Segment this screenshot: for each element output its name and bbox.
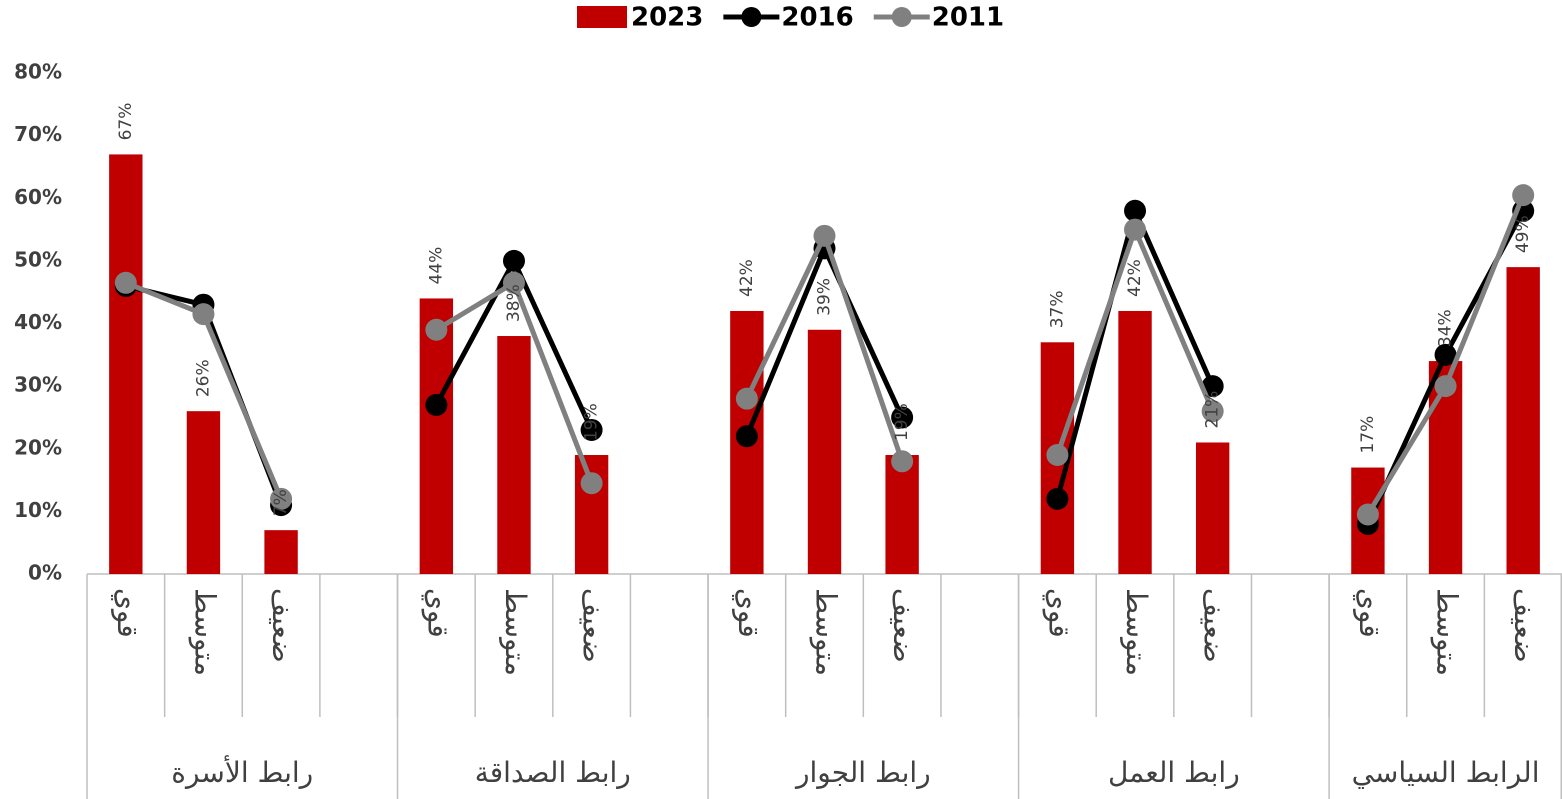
data-label: 34% (1436, 309, 1456, 347)
x-tick-label: ضعيف (266, 588, 299, 663)
marker (891, 406, 914, 429)
marker (1124, 218, 1147, 241)
group-label: رابط الأسرة (171, 754, 313, 789)
marker (1201, 400, 1224, 423)
y-tick-label: 10% (14, 498, 62, 522)
marker (1434, 343, 1457, 366)
bar (1118, 310, 1152, 574)
x-tick-label: متوسط (1431, 588, 1464, 676)
group-label: رابط العمل (1108, 756, 1240, 789)
data-label: 67% (116, 103, 136, 141)
bar (497, 336, 531, 574)
legend-swatch (891, 7, 912, 27)
marker (502, 249, 525, 272)
y-tick-label: 70% (14, 122, 62, 146)
data-label: 39% (815, 278, 835, 316)
data-label: 19% (582, 403, 602, 441)
marker (192, 303, 215, 326)
data-label: 49% (1513, 215, 1533, 253)
group-label: الرابط السياسي (1352, 756, 1540, 789)
data-label: 42% (737, 259, 757, 297)
marker (735, 425, 758, 448)
x-tick-label: ضعيف (577, 588, 610, 663)
data-label: 42% (1125, 259, 1145, 297)
x-tick-label: ضعيف (887, 588, 920, 663)
x-tick-label: ضعيف (1198, 588, 1231, 663)
x-tick-label: قوي (111, 588, 144, 638)
x-tick-label: متوسط (499, 588, 532, 676)
group-label: رابط الصداقة (475, 756, 631, 789)
legend-swatch (577, 6, 627, 28)
legend-label: 2023 (631, 3, 703, 33)
data-label: 7% (271, 489, 291, 516)
marker (1124, 199, 1147, 222)
bar (186, 411, 221, 574)
y-tick-label: 40% (14, 310, 62, 334)
data-label: 37% (1047, 290, 1067, 328)
marker (580, 418, 603, 441)
y-tick-label: 80% (14, 60, 62, 84)
marker (270, 487, 293, 510)
y-tick-label: 50% (14, 247, 62, 271)
data-label: 21% (1203, 391, 1223, 429)
marker (1356, 503, 1379, 526)
x-tick-label: قوي (1042, 588, 1075, 638)
bar (1506, 267, 1540, 574)
group-label: رابط الجوار (794, 756, 931, 789)
marker (502, 271, 525, 294)
legend-label: 2011 (932, 3, 1004, 33)
x-tick-label: متوسط (1120, 588, 1153, 676)
x-tick-label: قوي (421, 588, 454, 638)
marker (813, 224, 836, 247)
marker (891, 450, 914, 473)
marker (425, 393, 448, 416)
bar (109, 154, 143, 574)
marker (425, 318, 448, 341)
bar (419, 298, 454, 574)
data-label: 17% (1358, 416, 1378, 454)
y-tick-label: 0% (28, 561, 62, 585)
bar (1195, 442, 1230, 574)
x-tick-label: متوسط (810, 588, 843, 676)
x-tick-label: قوي (1353, 588, 1386, 638)
y-tick-label: 30% (14, 373, 62, 397)
y-tick-label: 60% (14, 185, 62, 209)
marker (114, 271, 137, 294)
marker (735, 387, 758, 410)
data-label: 38% (504, 284, 524, 322)
bar (885, 455, 919, 574)
y-tick-label: 20% (14, 435, 62, 459)
x-tick-label: ضعيف (1508, 588, 1541, 663)
marker (1434, 375, 1457, 398)
legend-swatch (741, 7, 762, 27)
marker (1512, 184, 1535, 207)
marker (1046, 487, 1069, 510)
marker (1046, 444, 1069, 467)
data-label: 26% (193, 359, 213, 397)
marker (580, 472, 603, 495)
data-label: 19% (892, 403, 912, 441)
legend-label: 2016 (781, 3, 853, 33)
marker (1201, 375, 1224, 398)
bar (807, 329, 842, 574)
data-label: 44% (426, 247, 446, 285)
x-tick-label: قوي (732, 588, 765, 638)
bar (264, 530, 298, 574)
x-tick-label: متوسط (188, 588, 221, 676)
